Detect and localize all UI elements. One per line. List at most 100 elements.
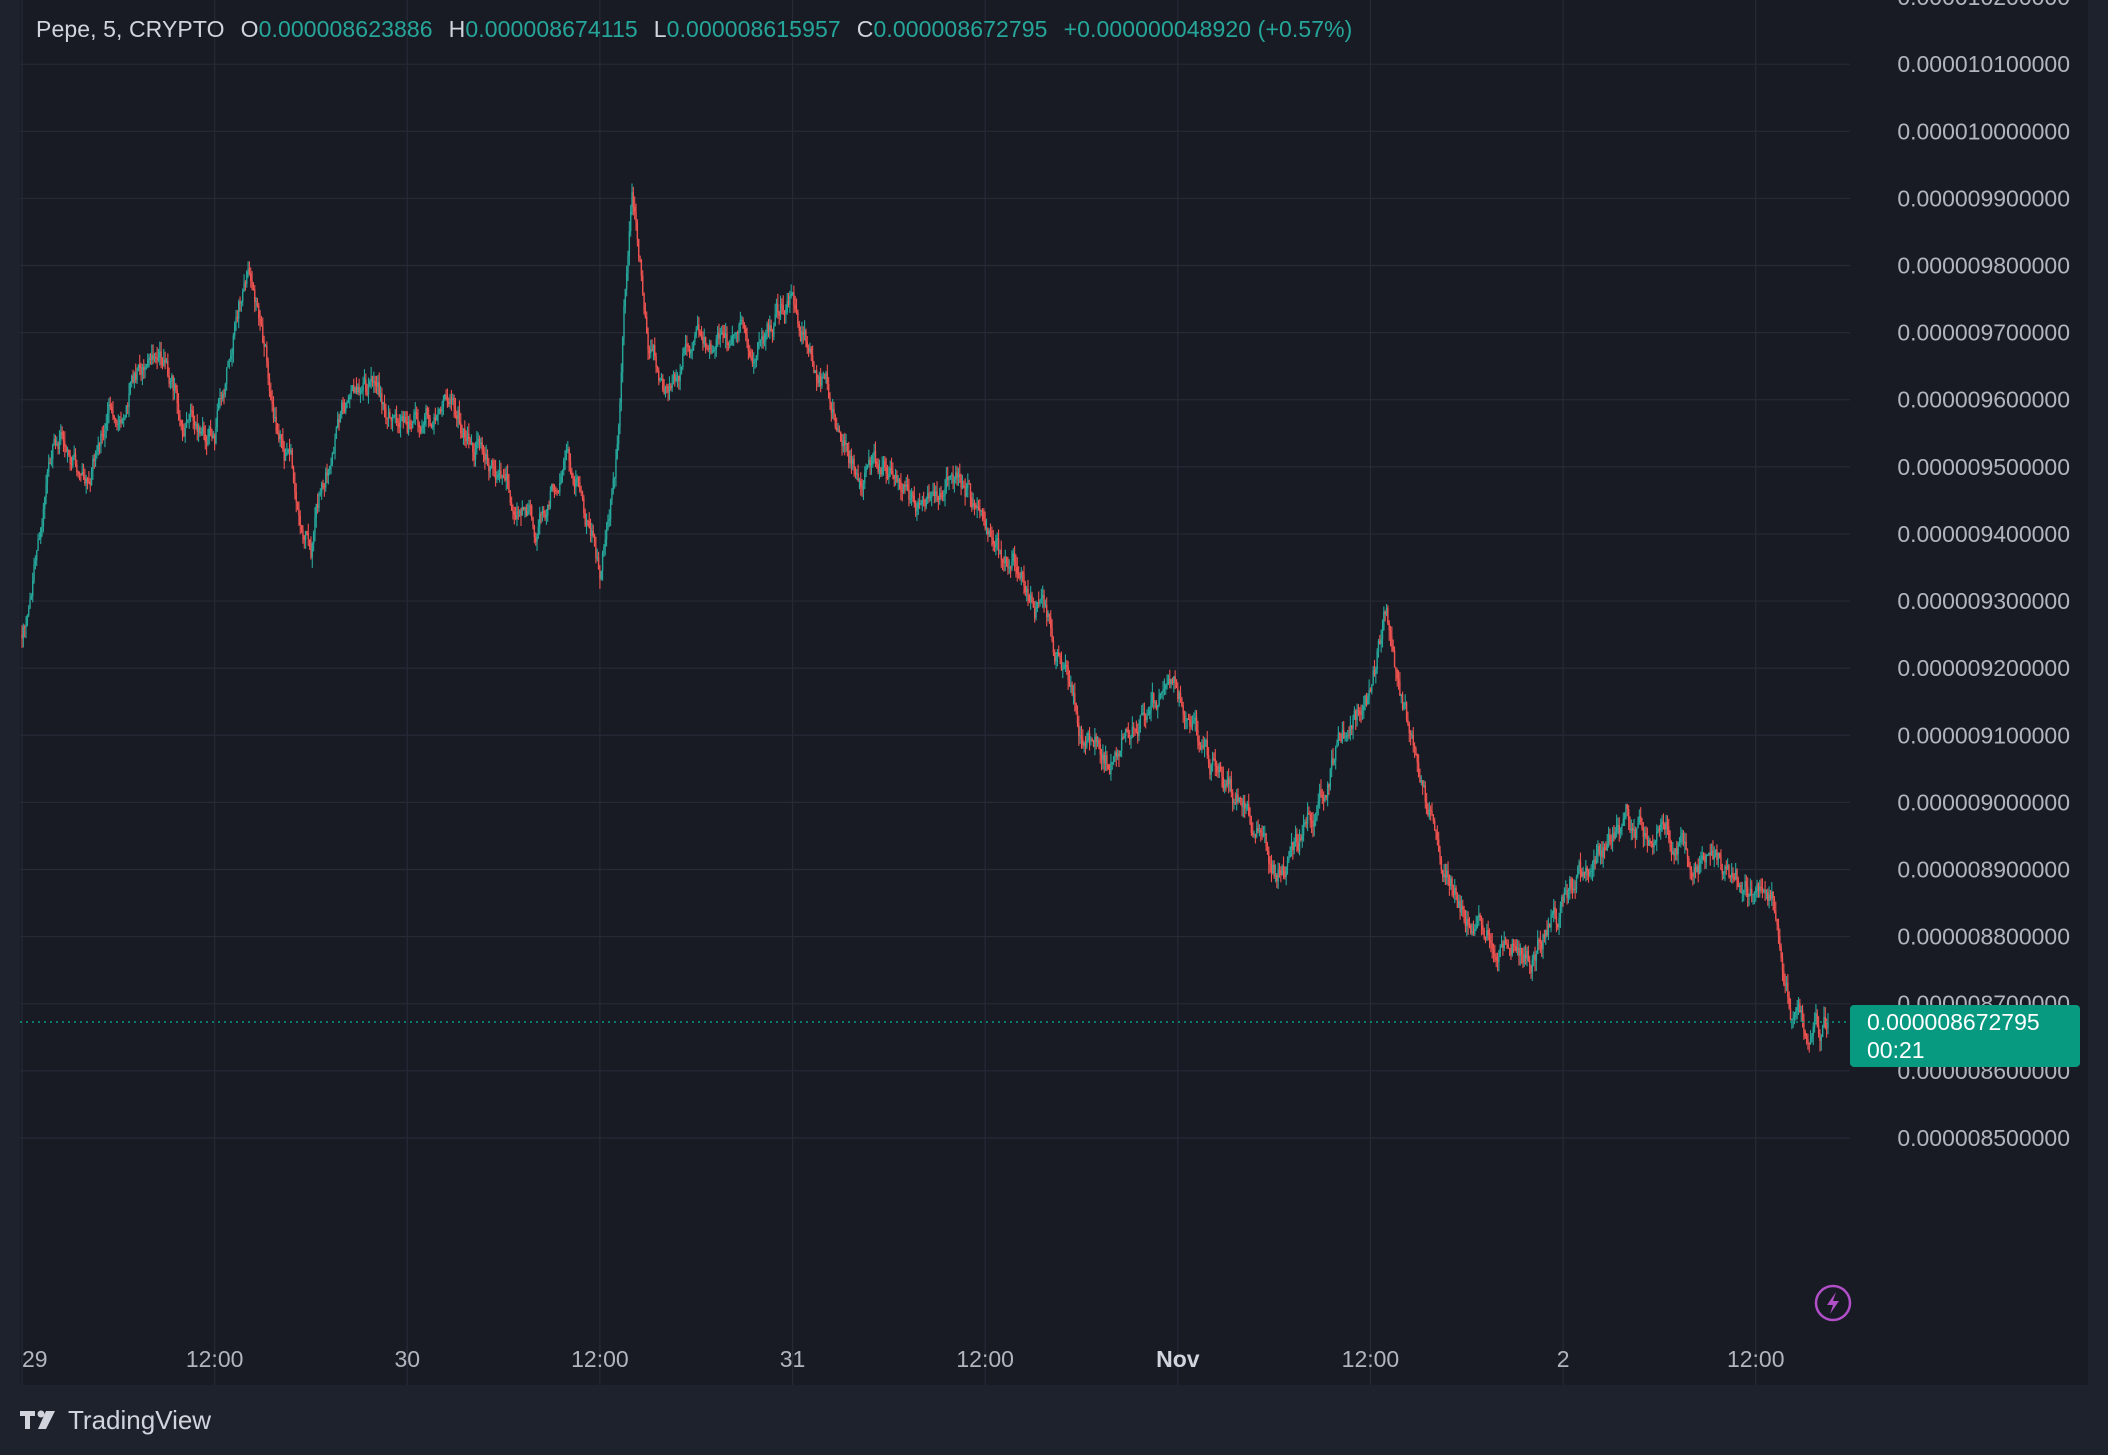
- candle-body: [1265, 833, 1267, 846]
- price-tick-label: 0.000009200000: [1897, 655, 2070, 681]
- candle-body: [926, 492, 929, 499]
- candle-body: [497, 474, 499, 478]
- candle-body: [100, 433, 102, 446]
- candle-body: [1013, 553, 1016, 564]
- candle-body: [1413, 745, 1416, 749]
- candle-body: [739, 319, 742, 325]
- candle-body: [625, 272, 628, 290]
- candle-body: [1395, 666, 1397, 671]
- candle-body: [803, 330, 806, 335]
- candle-body: [143, 367, 145, 370]
- candle-body: [852, 459, 854, 465]
- time-tick-label: 12:00: [186, 1346, 244, 1372]
- tradingview-brand[interactable]: TradingView: [20, 1403, 211, 1437]
- candle-body: [765, 333, 767, 341]
- candle-body: [1599, 850, 1602, 855]
- bolt-icon[interactable]: [1814, 1284, 1852, 1322]
- candle-body: [1253, 834, 1255, 836]
- candle-body: [1714, 849, 1717, 856]
- candle-body: [1322, 797, 1325, 801]
- candle-body: [184, 427, 186, 436]
- candle-body: [1396, 670, 1398, 679]
- candle-body: [1602, 847, 1604, 858]
- candle-body: [458, 410, 461, 423]
- candle-body: [1597, 845, 1599, 853]
- candle-body: [526, 511, 529, 516]
- candle-body: [581, 492, 584, 499]
- candle-body: [350, 389, 352, 397]
- candle-body: [1031, 594, 1033, 603]
- candle-body: [1613, 833, 1615, 839]
- candle-body: [1677, 843, 1679, 855]
- candle-body: [308, 539, 311, 547]
- candle-body: [1044, 604, 1047, 606]
- candle-body: [1405, 702, 1408, 720]
- candle-body: [1131, 726, 1134, 736]
- candle-body: [298, 508, 300, 516]
- candle-body: [1742, 891, 1745, 893]
- candle-body: [845, 443, 847, 446]
- candle-body: [1478, 914, 1480, 917]
- candle-body: [1543, 934, 1546, 938]
- candle-body: [1581, 871, 1583, 877]
- candle-body: [78, 473, 81, 475]
- candle-body: [239, 301, 241, 304]
- candle-body: [882, 460, 885, 467]
- candle-body: [188, 414, 190, 420]
- candle-body: [1672, 851, 1674, 855]
- candle-body: [539, 513, 541, 527]
- candle-body: [737, 332, 739, 334]
- candle-body: [1050, 616, 1052, 629]
- candle-body: [593, 535, 596, 547]
- candle-body: [819, 376, 822, 386]
- candle-body: [1198, 741, 1200, 746]
- candle-body: [555, 490, 557, 492]
- candle-body: [818, 376, 821, 384]
- candle-body: [266, 345, 268, 362]
- candle-body: [156, 357, 158, 361]
- candle-body: [1052, 640, 1055, 653]
- candle-body: [500, 470, 502, 478]
- candle-body: [1708, 852, 1710, 855]
- candle-body: [1627, 809, 1630, 820]
- candle-body: [240, 301, 243, 304]
- candle-body: [688, 346, 691, 354]
- candle-body: [933, 491, 936, 496]
- candle-body: [165, 360, 168, 363]
- candle-body: [345, 402, 347, 412]
- candle-body: [1397, 678, 1400, 682]
- plot-area[interactable]: [20, 0, 1850, 1385]
- candle-body: [1051, 628, 1053, 641]
- candle-body: [1673, 851, 1675, 856]
- candle-body: [58, 440, 61, 450]
- candle-body: [1330, 758, 1333, 770]
- candle-body: [397, 419, 399, 423]
- candle-body: [603, 546, 605, 553]
- candle-body: [1487, 930, 1489, 936]
- candle-body: [670, 385, 672, 389]
- candle-body: [1399, 681, 1401, 696]
- candle-body: [860, 480, 862, 488]
- candle-body: [999, 549, 1001, 551]
- candle-body: [1684, 841, 1686, 844]
- price-axis-area[interactable]: [1850, 0, 2088, 1385]
- candle-body: [971, 497, 973, 508]
- candle-body: [299, 515, 301, 526]
- candle-body: [702, 337, 704, 344]
- candle-body: [1650, 841, 1653, 844]
- close-key: C: [856, 15, 874, 42]
- candle-body: [1451, 878, 1453, 891]
- candle-body: [1749, 888, 1752, 896]
- candle-body: [1120, 737, 1123, 751]
- candle-body: [225, 367, 228, 384]
- candle-body: [1637, 822, 1639, 829]
- candle-body: [387, 411, 390, 419]
- candle-body: [592, 530, 594, 536]
- candle-body: [177, 403, 180, 415]
- candle-body: [183, 434, 185, 436]
- symbol-label[interactable]: Pepe, 5, CRYPTO: [36, 15, 225, 42]
- candle-body: [639, 256, 641, 260]
- candle-body: [1692, 876, 1694, 878]
- candle-body: [965, 488, 968, 497]
